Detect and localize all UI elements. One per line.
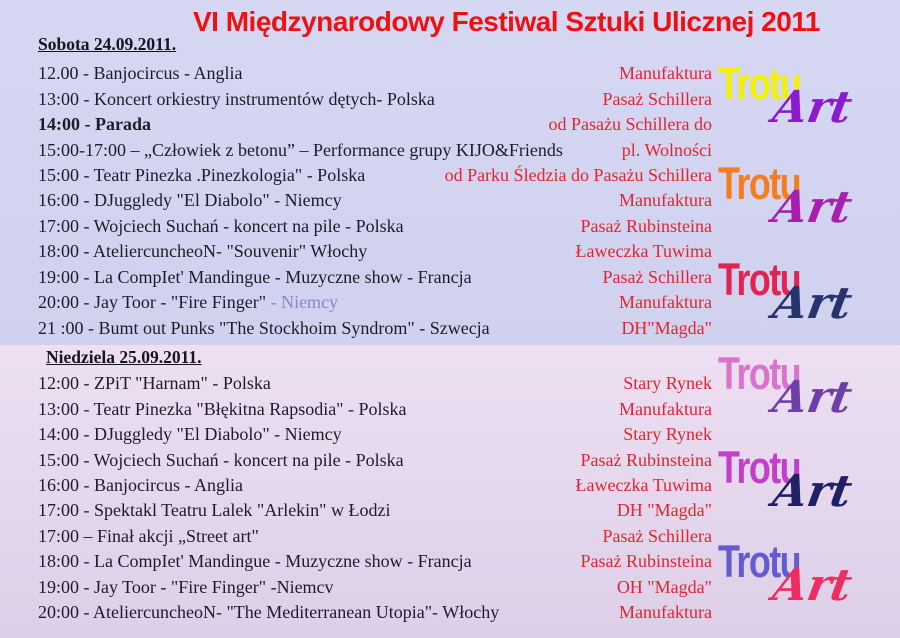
event-text: 15:00 - Teatr Pinezka .Pinezkologia" - P… — [38, 164, 366, 185]
schedule-row: 13:00 - Koncert orkiestry instrumentów d… — [38, 86, 712, 111]
event-text: 13:00 - Teatr Pinezka "Błękitna Rapsodia… — [38, 398, 407, 419]
schedule-row: 15:00-17:00 – „Człowiek z betonu” – Perf… — [38, 137, 712, 162]
schedule-row: 15:00 - Teatr Pinezka .Pinezkologia" - P… — [38, 163, 712, 188]
schedule-row: 18:00 - La CompIet' Mandingue - Muzyczne… — [38, 549, 712, 574]
saturday-header: Sobota 24.09.2011. — [38, 34, 177, 54]
sunday-header: Niedziela 25.09.2011. — [46, 347, 202, 367]
schedule-row: 16:00 - Banjocircus - Anglia Ławeczka Tuw… — [38, 473, 712, 498]
event-text: 14:00 - DJuggledy "El Diabolo" - Niemcy — [38, 424, 342, 445]
venue-text: Ławeczka Tuwima — [575, 241, 712, 262]
venue-text: od Parku Śledzia do Pasażu Schillera — [444, 164, 712, 185]
event-text: 17:00 - Wojciech Suchań - koncert na pil… — [38, 215, 404, 236]
event-text: 13:00 - Koncert orkiestry instrumentów d… — [38, 88, 435, 109]
schedule-row: 16:00 - DJuggledy "El Diabolo" - Niemcy M… — [38, 188, 712, 213]
schedule-row: 19:00 - La CompIet' Mandingue - Muzyczne… — [38, 265, 712, 290]
schedule-row: 13:00 - Teatr Pinezka "Błękitna Rapsodia… — [38, 396, 712, 421]
venue-text: DH"Magda" — [621, 317, 712, 338]
venue-text: Manufaktura — [619, 292, 712, 313]
schedule-row: 14:00 - DJuggledy "El Diabolo" - Niemcy S… — [38, 422, 712, 447]
schedule-row: 18:00 - AteliercuncheoN- "Souvenir" Włoc… — [38, 239, 712, 264]
venue-text: Pasaż Rubinsteina — [580, 215, 712, 236]
event-text: 14:00 - Parada — [38, 114, 151, 135]
event-text: 19:00 - La CompIet' Mandingue - Muzyczne… — [38, 266, 472, 287]
poster-title: VI Międzynarodowy Festiwal Sztuki Uliczn… — [193, 6, 820, 37]
venue-text: Manufaktura — [619, 398, 712, 419]
schedule-row: 15:00 - Wojciech Suchań - koncert na pil… — [38, 447, 712, 472]
venue-text: Stary Rynek — [623, 373, 712, 394]
venue-text: Pasaż Rubinsteina — [580, 449, 712, 470]
event-text: 12:00 - ZPiT "Harnam" - Polska — [38, 373, 271, 394]
venue-text: pl. Wolności — [621, 139, 712, 160]
sunday-section — [0, 345, 900, 638]
event-text: 20:00 - AteliercuncheoN- "The Mediterran… — [38, 602, 500, 623]
venue-text: Pasaż Rubinsteina — [580, 551, 712, 572]
event-text: 17:00 - Spektakl Teatru Lalek "Arlekin" … — [38, 500, 391, 521]
venue-text: Manufaktura — [619, 602, 712, 623]
schedule-row: 20:00 - AteliercuncheoN- "The Mediterran… — [38, 600, 712, 625]
event-text: 19:00 - Jay Toor - "Fire Finger" -Niemcv — [38, 576, 334, 597]
venue-text: od Pasażu Schillera do — [548, 114, 712, 135]
event-text: 15:00 - Wojciech Suchań - koncert na pil… — [38, 449, 404, 470]
saturday-rows: 12.00 - Banjocircus - Anglia Manufaktura 1… — [38, 61, 712, 341]
event-text: 16:00 - DJuggledy "El Diabolo" - Niemcy — [38, 190, 342, 211]
schedule-row: 12.00 - Banjocircus - Anglia Manufaktura — [38, 61, 712, 86]
schedule-row: 14:00 - Parada od Pasażu Schillera do — [38, 112, 712, 137]
event-text: 18:00 - AteliercuncheoN- "Souvenir" Włoc… — [38, 241, 368, 262]
venue-text: Manufaktura — [619, 63, 712, 84]
venue-text: Manufaktura — [619, 190, 712, 211]
venue-text: Pasaż Schillera — [602, 266, 712, 287]
schedule-row: 21 :00 - Bumt out Punks "The Stockhoim S… — [38, 315, 712, 340]
event-text: 15:00-17:00 – „Człowiek z betonu” – Perf… — [38, 139, 563, 160]
event-text: 16:00 - Banjocircus - Anglia — [38, 474, 243, 495]
schedule-row: 17:00 – Finał akcji „Street art" Pasaż Sc… — [38, 524, 712, 549]
venue-text: Ławeczka Tuwima — [575, 474, 712, 495]
schedule-row: 20:00 - Jay Toor - "Fire Finger" - Niemc… — [38, 290, 712, 315]
schedule-row: 17:00 - Wojciech Suchań - koncert na pil… — [38, 214, 712, 239]
venue-text: DH "Magda" — [616, 500, 712, 521]
event-text: 12.00 - Banjocircus - Anglia — [38, 63, 243, 84]
event-text: 18:00 - La CompIet' Mandingue - Muzyczne… — [38, 551, 472, 572]
event-text: 20:00 - Jay Toor - "Fire Finger" - Niemc… — [38, 292, 339, 313]
event-text: 17:00 – Finał akcji „Street art" — [38, 525, 259, 546]
sunday-rows: 12:00 - ZPiT "Harnam" - Polska Stary Ryne… — [38, 371, 712, 625]
schedule-row: 12:00 - ZPiT "Harnam" - Polska Stary Ryne… — [38, 371, 712, 396]
event-text: 21 :00 - Bumt out Punks "The Stockhoim S… — [38, 317, 490, 338]
venue-text: Pasaż Schillera — [602, 525, 712, 546]
event-country-muted: - Niemcy — [266, 292, 339, 313]
venue-text: OH "Magda" — [616, 576, 712, 597]
schedule-row: 19:00 - Jay Toor - "Fire Finger" -Niemcv… — [38, 575, 712, 600]
venue-text: Pasaż Schillera — [602, 88, 712, 109]
saturday-section — [0, 0, 900, 345]
venue-text: Stary Rynek — [623, 424, 712, 445]
schedule-row: 17:00 - Spektakl Teatru Lalek "Arlekin" … — [38, 498, 712, 523]
